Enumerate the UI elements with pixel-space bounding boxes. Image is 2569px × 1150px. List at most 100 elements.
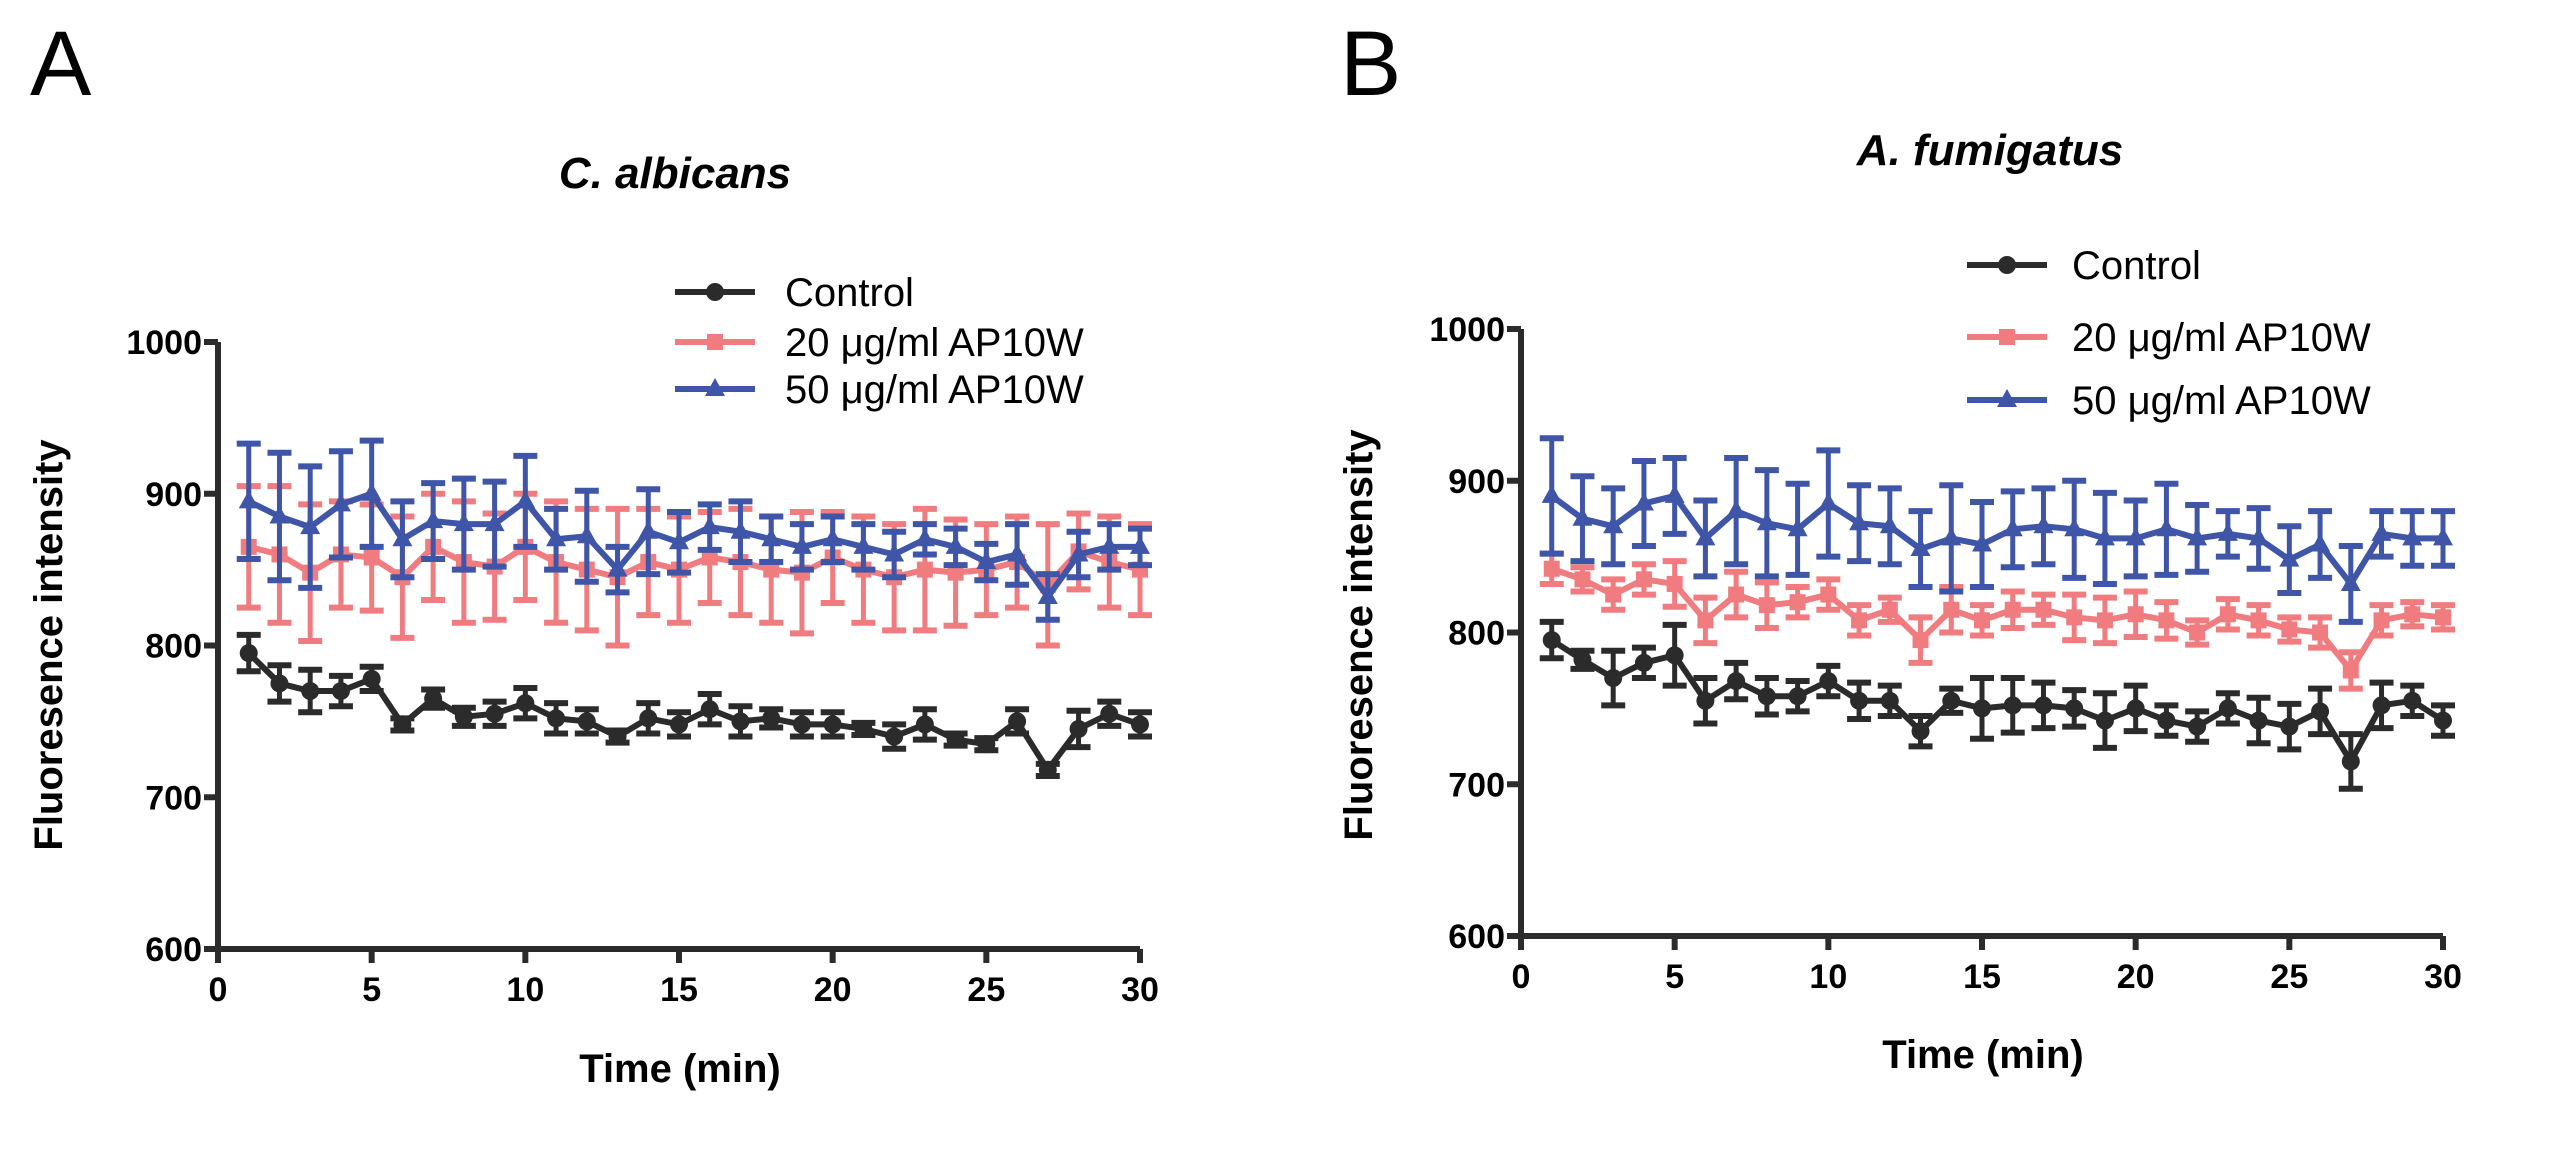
x-axis-label-b: Time (min): [1882, 1033, 2084, 1077]
data-point: [2280, 717, 2299, 736]
plot-area-a: 600 700 800 900 1000 0 5 10 15 20 25 30: [126, 324, 1159, 1009]
data-point: [238, 490, 259, 509]
data-point: [269, 505, 290, 524]
panel-a: A C. albicans Fluoresence intensity Time…: [27, 13, 1159, 1091]
chart-title-b: A. fumigatus: [1856, 126, 2123, 175]
x-tick-label: 0: [209, 971, 228, 1009]
legend-marker: [705, 378, 725, 396]
data-point: [791, 535, 812, 554]
data-point: [362, 669, 381, 688]
data-point: [547, 709, 566, 728]
x-tick-label: 20: [2117, 958, 2155, 996]
legend-b: Control 20 μg/ml AP10W 50 μg/ml AP10W: [1967, 244, 2371, 423]
x-tick-label: 5: [1665, 958, 1684, 996]
data-point: [1756, 512, 1777, 531]
data-point: [1879, 515, 1900, 534]
data-point: [1911, 722, 1930, 741]
y-tick-label: 1000: [1429, 311, 1505, 349]
data-point: [1942, 691, 1961, 710]
data-point: [1542, 631, 1561, 650]
panel-b: B A. fumigatus Fluoresence intensity Tim…: [1337, 13, 2462, 1077]
data-point: [2002, 518, 2023, 537]
legend-marker: [706, 283, 724, 301]
data-point: [2094, 527, 2115, 546]
data-point: [2218, 699, 2237, 718]
data-point: [454, 707, 473, 726]
x-tick-label: 20: [814, 971, 852, 1009]
data-point: [1572, 507, 1593, 526]
data-point: [1757, 687, 1776, 706]
panel-letter-a: A: [30, 13, 92, 115]
data-point: [638, 520, 659, 539]
data-point: [361, 482, 382, 501]
data-point: [823, 715, 842, 734]
data-point: [2095, 711, 2114, 730]
data-point: [1818, 492, 1839, 511]
data-point: [1820, 586, 1837, 603]
data-point: [607, 558, 628, 577]
x-tick-label: 0: [1512, 958, 1531, 996]
data-point: [577, 712, 596, 731]
legend-label: 20 μg/ml AP10W: [785, 321, 1084, 365]
data-point: [1008, 712, 1027, 731]
legend-marker: [1998, 256, 2016, 274]
data-point: [1819, 672, 1838, 691]
data-point: [2096, 612, 2113, 629]
data-point: [976, 551, 997, 570]
data-point: [1541, 484, 1562, 503]
data-point: [1666, 575, 1683, 592]
x-tick-label: 25: [2270, 958, 2308, 996]
data-point: [2403, 691, 2422, 710]
data-point: [1007, 543, 1028, 562]
data-point: [853, 535, 874, 554]
data-point: [885, 727, 904, 746]
y-tick-label: 1000: [126, 324, 202, 362]
data-point: [2217, 522, 2238, 541]
data-point: [300, 516, 321, 535]
y-tick-label: 600: [145, 931, 202, 969]
data-point: [2402, 527, 2423, 546]
data-point: [2188, 717, 2207, 736]
data-point: [762, 709, 781, 728]
data-point: [1068, 543, 1089, 562]
data-point: [484, 513, 505, 532]
data-point: [1604, 669, 1623, 688]
data-point: [239, 644, 258, 663]
series-50-g-ml-ap10w: [236, 437, 1152, 623]
data-point: [1634, 653, 1653, 672]
data-point: [1880, 691, 1899, 710]
data-point: [945, 535, 966, 554]
data-point: [2004, 601, 2021, 618]
data-point: [1665, 646, 1684, 665]
data-point: [669, 531, 689, 550]
data-point: [1727, 672, 1746, 691]
data-point: [2281, 621, 2298, 638]
y-tick-label: 800: [1448, 615, 1505, 653]
series-50-g-ml-ap10w: [1539, 435, 2455, 625]
x-tick-label: 15: [1963, 958, 2001, 996]
legend-marker: [1997, 389, 2017, 407]
data-point: [1941, 527, 1962, 546]
data-point: [1633, 492, 1654, 511]
data-point: [639, 709, 658, 728]
data-point: [1972, 533, 1992, 552]
data-point: [2373, 612, 2390, 629]
data-point: [1910, 538, 1931, 557]
series-20-g-ml-ap10w: [1539, 550, 2455, 692]
x-tick-label: 5: [362, 971, 381, 1009]
data-point: [731, 712, 750, 731]
data-point: [792, 715, 811, 734]
legend-label: 50 μg/ml AP10W: [2072, 379, 2371, 423]
y-axis-label-b: Fluoresence intensity: [1337, 429, 1381, 841]
data-point: [2034, 696, 2053, 715]
data-point: [1573, 650, 1592, 669]
legend-marker: [707, 334, 723, 350]
legend-label: Control: [2072, 244, 2201, 288]
data-point: [1943, 601, 1960, 618]
legend-item: Control: [675, 271, 914, 315]
data-point: [2312, 624, 2329, 641]
data-point: [1037, 585, 1058, 604]
data-point: [485, 704, 504, 723]
